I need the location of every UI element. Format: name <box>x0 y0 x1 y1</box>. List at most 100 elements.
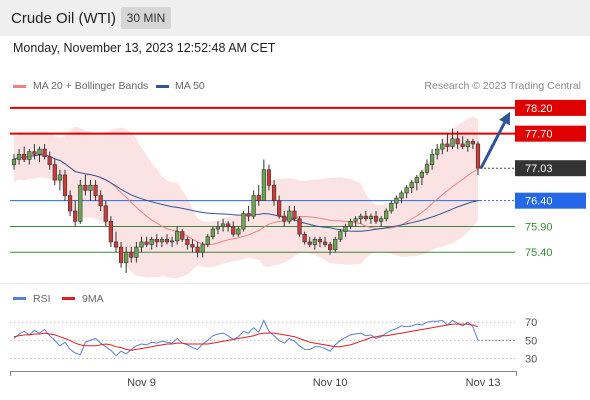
candle <box>47 151 52 170</box>
candle <box>333 236 338 253</box>
candle <box>404 185 409 199</box>
rsi-tick-label: 70 <box>525 317 537 329</box>
candle <box>134 241 139 263</box>
candle <box>52 159 57 186</box>
candle <box>37 146 42 163</box>
pivot-badge <box>515 192 586 209</box>
rsi-ma-line <box>13 323 479 351</box>
candle <box>164 234 170 245</box>
candle <box>251 190 256 219</box>
candle <box>205 234 210 248</box>
candle <box>379 216 384 227</box>
candle <box>455 131 460 150</box>
support-label: 75.90 <box>525 221 553 233</box>
candle <box>241 210 246 232</box>
candle <box>353 216 358 227</box>
candle <box>149 236 154 250</box>
candlesticks <box>11 128 481 273</box>
ma50-legend-label: MA 50 <box>175 80 205 92</box>
candle <box>409 180 414 193</box>
candle <box>78 180 83 224</box>
candle <box>465 138 470 152</box>
candle <box>62 169 68 201</box>
candle <box>67 190 73 217</box>
candle <box>302 231 307 245</box>
candle <box>139 236 144 253</box>
candle <box>440 138 445 155</box>
candle <box>348 218 353 230</box>
candle <box>215 221 221 235</box>
candle <box>256 185 261 206</box>
candle <box>435 143 440 160</box>
rsi-tick-label: 30 <box>525 353 537 365</box>
rsi-tick-label: 50 <box>525 335 537 347</box>
candle <box>175 226 180 245</box>
candle <box>32 143 37 160</box>
candle <box>103 200 108 227</box>
forecast-arrow <box>479 111 510 169</box>
candle <box>475 141 481 175</box>
candle <box>185 236 190 250</box>
candle <box>88 180 93 201</box>
candle <box>282 210 287 227</box>
candle <box>144 236 149 248</box>
x-tick-label: Nov 10 <box>313 377 348 389</box>
candle <box>154 234 159 248</box>
candle <box>83 174 88 196</box>
candle <box>261 159 266 201</box>
ma20-legend-swatch <box>13 85 26 88</box>
candle <box>312 236 317 250</box>
resistance-badge <box>515 125 586 142</box>
rsi-panel: 70 50 30 <box>10 317 537 365</box>
header-bar: Crude Oil (WTI) 30 MIN <box>0 0 590 36</box>
ma20-legend-label: MA 20 + Bollinger Bands <box>33 80 149 92</box>
candle <box>287 205 292 224</box>
ma50-legend-swatch <box>156 85 169 88</box>
x-tick-label: Nov 13 <box>466 377 501 389</box>
candle <box>246 205 251 222</box>
candle <box>16 149 22 165</box>
rsi-ma-legend-swatch <box>62 297 75 300</box>
candle <box>124 247 129 273</box>
candle <box>129 247 134 263</box>
level-labels: 78.20 77.70 77.03 76.40 75.90 75.40 <box>515 99 586 259</box>
candle <box>394 195 399 209</box>
candle <box>338 229 343 242</box>
x-axis: Nov 9 Nov 10 Nov 13 <box>10 371 517 389</box>
candle <box>322 236 328 248</box>
candle <box>22 146 27 163</box>
ma50-line <box>13 154 479 232</box>
candle <box>180 229 185 242</box>
candle <box>108 216 113 248</box>
candle <box>460 136 465 150</box>
x-tick-label: Nov 9 <box>127 377 156 389</box>
candle <box>220 218 226 232</box>
rsi-legend-swatch <box>13 297 26 300</box>
instrument-title: Crude Oil (WTI) <box>11 10 116 27</box>
candle <box>42 143 47 160</box>
candle <box>389 200 394 214</box>
candle <box>424 159 430 175</box>
candle <box>98 190 103 211</box>
bollinger-band-area <box>14 116 478 279</box>
candle <box>169 236 175 248</box>
support-label: 75.40 <box>525 247 553 259</box>
pivot-label: 76.40 <box>525 196 553 208</box>
candle <box>118 241 124 268</box>
bollinger-bands <box>14 116 478 279</box>
candle <box>73 200 78 227</box>
rsi-line <box>13 319 479 357</box>
candle <box>277 195 282 219</box>
candle <box>470 138 476 150</box>
candle <box>343 223 348 237</box>
candle <box>297 216 302 237</box>
last-price-badge <box>515 160 586 177</box>
candle <box>358 213 363 224</box>
candle <box>93 180 98 201</box>
candle <box>266 164 272 191</box>
resistance-label: 77.70 <box>525 129 553 141</box>
forecast-arrow-shaft <box>479 119 508 169</box>
candle <box>368 213 374 224</box>
candle <box>231 221 236 237</box>
timeframe-button[interactable]: 30 MIN <box>121 7 171 29</box>
